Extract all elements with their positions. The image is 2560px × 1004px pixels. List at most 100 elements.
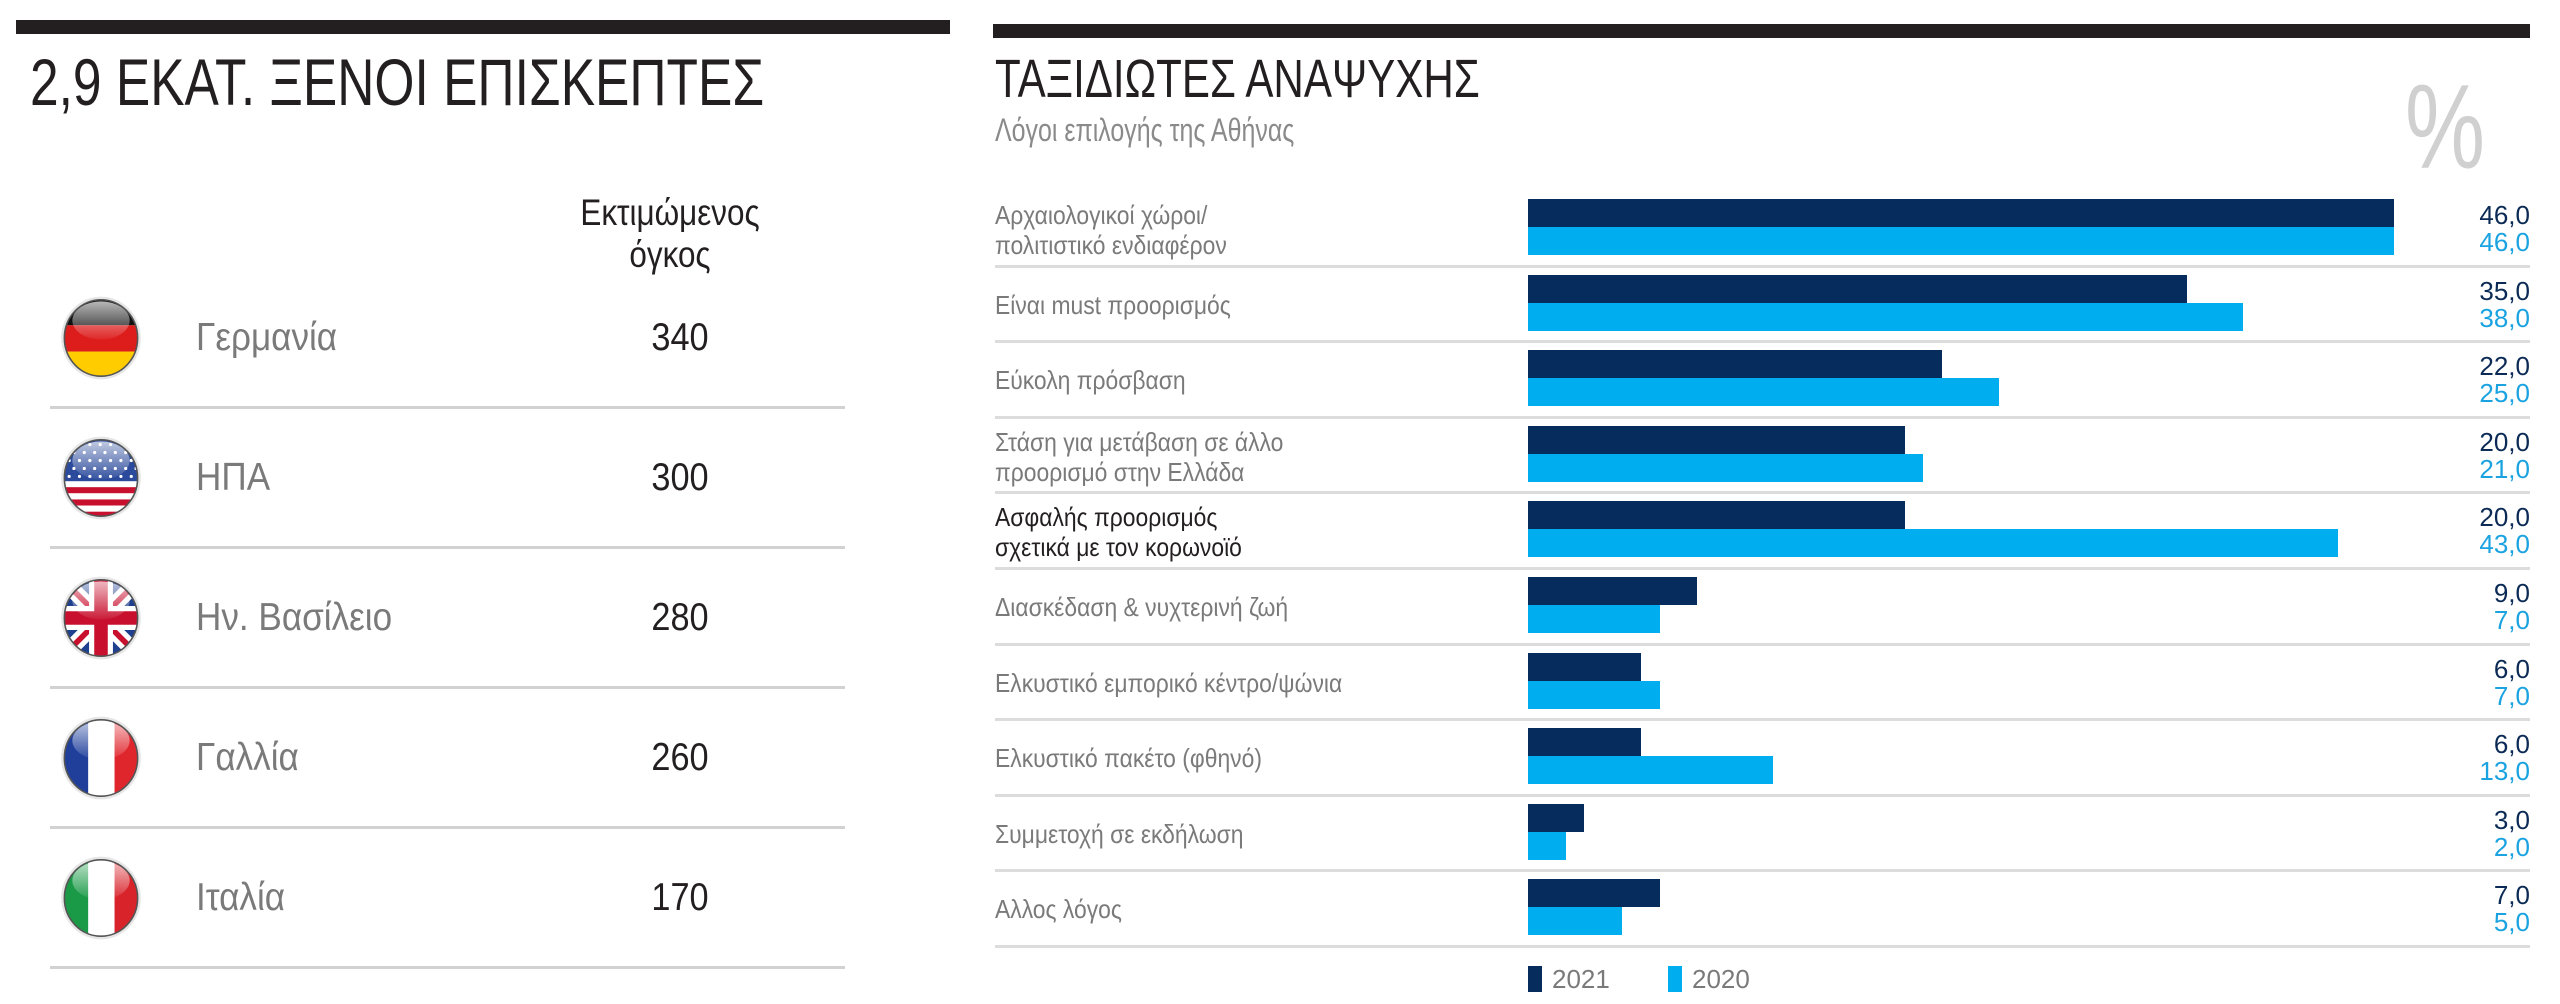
- uk-flag-icon: [61, 576, 141, 660]
- row-divider: [50, 826, 845, 829]
- category-label: Ασφαλής προορισμός σχετικά με τον κορωνοϊ…: [995, 502, 1242, 562]
- value-label-2020: 7,0: [2493, 680, 2530, 711]
- value-label-2020: 46,0: [2479, 227, 2530, 257]
- country-row: Ιταλία 170: [0, 828, 950, 969]
- bar-2020: [1528, 680, 1660, 709]
- chart-row: Αλλος λόγος 7,0 5,0: [995, 870, 2530, 945]
- value-label-2021: 3,0: [2493, 804, 2530, 835]
- legend-swatch-2020: [1668, 966, 1682, 992]
- row-divider: [50, 966, 845, 969]
- row-divider: [50, 686, 845, 689]
- value-label-2020: 38,0: [2479, 302, 2530, 333]
- chart-subtitle: Λόγοι επιλογής της Αθήνας: [995, 112, 1295, 148]
- chart-row: Εύκολη πρόσβαση 22,0 25,0: [995, 341, 2530, 416]
- value-label-2021: 6,0: [2493, 653, 2530, 684]
- percent-unit: %: [2405, 60, 2486, 194]
- chart-title: ΤΑΞΙΔΙΩΤΕΣ ΑΝΑΨΥΧΗΣ: [995, 49, 1480, 109]
- country-name: ΗΠΑ: [196, 456, 271, 499]
- top-rule: [993, 24, 2530, 38]
- country-value: 340: [651, 316, 709, 359]
- bar-2021: [1528, 652, 1641, 681]
- category-label-line: Ελκυστικό εμπορικό κέντρο/ψώνια: [995, 667, 1343, 698]
- value-label-2021: 6,0: [2493, 729, 2530, 760]
- bar-2020: [1528, 756, 1773, 785]
- bar-2021: [1528, 425, 1905, 454]
- value-label-2020: 43,0: [2479, 529, 2530, 560]
- bar-2021: [1528, 879, 1660, 908]
- france-flag-icon: [61, 716, 141, 800]
- category-label-line: Συμμετοχή σε εκδήλωση: [995, 818, 1244, 849]
- category-label-line: Εύκολη πρόσβαση: [995, 365, 1186, 396]
- value-label-2020: 5,0: [2493, 907, 2530, 938]
- usa-flag-icon: [61, 436, 141, 520]
- chart-row: Ελκυστικό πακέτο (φθηνό) 6,0 13,0: [995, 719, 2530, 794]
- row-divider: [995, 264, 2530, 268]
- row-divider: [995, 340, 2530, 344]
- category-label: Αρχαιολογικοί χώροι/πολιτιστικό ενδιαφέρ…: [995, 200, 1227, 260]
- category-label: Στάση για μετάβαση σε άλλο προορισμό στην…: [995, 427, 1283, 487]
- bar-2021: [1528, 350, 1943, 379]
- row-divider: [995, 567, 2530, 570]
- bar-2020: [1528, 302, 2244, 331]
- bar-2020: [1528, 378, 1999, 407]
- legend-label: 2021: [1552, 964, 1610, 994]
- bar-2020: [1528, 227, 2394, 255]
- bar-2020: [1528, 907, 1623, 936]
- column-header-line1: Εκτιμώμενος: [580, 192, 760, 233]
- bar-2021: [1528, 803, 1585, 832]
- value-label-2021: 20,0: [2479, 426, 2530, 457]
- country-name: Γαλλία: [196, 736, 299, 779]
- category-label-line: Είναι must προορισμός: [995, 289, 1231, 320]
- row-divider: [995, 945, 2530, 948]
- chart-row: Είναι must προορισμός 35,0 38,0: [995, 266, 2530, 341]
- country-row: Ην. Βασίλειο 280: [0, 548, 950, 689]
- category-label: Συμμετοχή σε εκδήλωση: [995, 819, 1243, 849]
- chart-row: Ασφαλής προορισμός σχετικά με τον κορωνοϊ…: [995, 492, 2530, 567]
- value-label-2021: 7,0: [2493, 880, 2530, 911]
- legend-swatch-2021: [1528, 966, 1542, 992]
- row-divider: [995, 869, 2530, 873]
- top-rule: [16, 20, 950, 34]
- row-divider: [50, 406, 845, 409]
- row-divider: [995, 793, 2530, 797]
- category-label: Ελκυστικό πακέτο (φθηνό): [995, 743, 1262, 773]
- category-label-line: Διασκέδαση & νυχτερινή ζωή: [995, 592, 1289, 622]
- value-label-2021: 9,0: [2493, 578, 2530, 608]
- category-label: Είναι must προορισμός: [995, 290, 1231, 320]
- category-label: Αλλος λόγος: [995, 894, 1122, 924]
- country-name: Γερμανία: [196, 316, 338, 359]
- category-label-line: προορισμό στην Ελλάδα: [995, 456, 1245, 487]
- row-divider: [50, 546, 845, 549]
- row-divider: [995, 491, 2530, 495]
- value-label-2021: 35,0: [2479, 275, 2530, 306]
- value-label-2020: 21,0: [2479, 453, 2530, 484]
- value-label-2021: 22,0: [2479, 351, 2530, 382]
- row-divider: [995, 718, 2530, 722]
- bar-2021: [1528, 728, 1641, 757]
- bar-2020: [1528, 831, 1566, 860]
- category-label-line: πολιτιστικό ενδιαφέρον: [995, 230, 1227, 260]
- row-divider: [995, 415, 2530, 419]
- country-value: 260: [651, 736, 709, 779]
- legend-label: 2020: [1692, 964, 1750, 994]
- bar-2020: [1528, 605, 1660, 633]
- value-label-2020: 7,0: [2493, 605, 2530, 635]
- category-label-line: σχετικά με τον κορωνοϊό: [995, 532, 1242, 563]
- category-label: Εύκολη πρόσβαση: [995, 365, 1186, 395]
- column-header-line2: όγκος: [629, 234, 711, 275]
- germany-flag-icon: [61, 296, 141, 380]
- bar-2021: [1528, 199, 2394, 227]
- country-row: Γερμανία 340: [0, 268, 950, 409]
- bar-2021: [1528, 274, 2187, 303]
- row-divider: [995, 642, 2530, 646]
- category-label-line: Αλλος λόγος: [995, 894, 1122, 925]
- chart-row: Ελκυστικό εμπορικό κέντρο/ψώνια 6,0 7,0: [995, 644, 2530, 719]
- bar-2021: [1528, 501, 1905, 530]
- category-label-line: Αρχαιολογικοί χώροι/: [995, 200, 1208, 230]
- country-row: ΗΠΑ 300: [0, 408, 950, 549]
- country-row: Γαλλία 260: [0, 688, 950, 829]
- bar-2020: [1528, 453, 1924, 482]
- chart-row: Στάση για μετάβαση σε άλλο προορισμό στην…: [995, 417, 2530, 492]
- category-label: Διασκέδαση & νυχτερινή ζωή: [995, 592, 1288, 622]
- italy-flag-icon: [61, 856, 141, 940]
